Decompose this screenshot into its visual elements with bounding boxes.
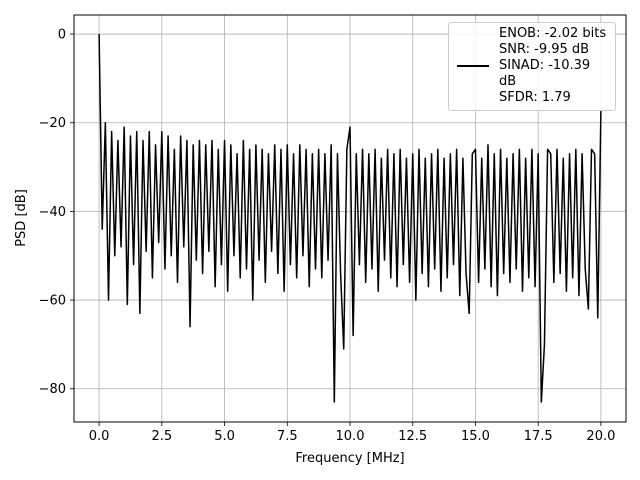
x-tick-label: 5.0 [214, 429, 235, 444]
legend-label: ENOB: -2.02 bits SNR: -9.95 dB SINAD: -1… [499, 26, 607, 105]
x-tick-label: 17.5 [524, 429, 553, 444]
plot-area [98, 34, 602, 403]
y-tick-label: −20 [39, 116, 66, 131]
x-tick-label: 20.0 [586, 429, 615, 444]
y-tick-label: −60 [39, 294, 66, 309]
y-tick-label: −80 [39, 382, 66, 397]
legend: ENOB: -2.02 bits SNR: -9.95 dB SINAD: -1… [448, 22, 616, 111]
x-tick-label: 0.0 [89, 429, 110, 444]
x-tick-label: 15.0 [461, 429, 490, 444]
psd-line [98, 34, 602, 403]
x-tick-label: 2.5 [151, 429, 172, 444]
y-tick-label: −40 [39, 205, 66, 220]
x-axis-label: Frequency [MHz] [295, 451, 404, 466]
y-axis-label: PSD [dB] [14, 189, 29, 247]
ticks: 0.0 2.5 5.0 7.5 10.0 12.5 15.0 17.5 20.0 0 −20 −40 −… [39, 28, 616, 444]
x-tick-label: 7.5 [277, 429, 298, 444]
x-tick-label: 12.5 [398, 429, 427, 444]
x-tick-label: 10.0 [336, 429, 365, 444]
legend-line-sample [457, 65, 489, 67]
y-tick-label: 0 [58, 28, 66, 43]
